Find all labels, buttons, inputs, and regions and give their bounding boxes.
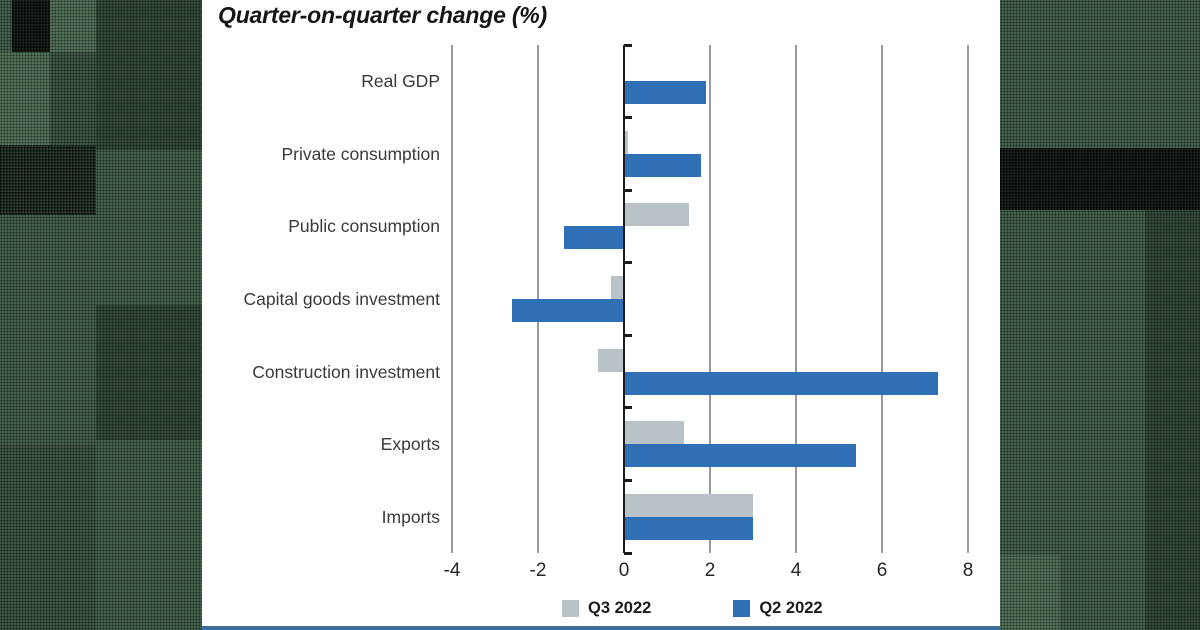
background-block: [0, 145, 96, 215]
bar-q2-2022: [512, 299, 624, 322]
background-block: [1000, 555, 1060, 630]
background-block: [0, 215, 96, 445]
category-label: Real GDP: [361, 71, 440, 92]
gridline: [451, 45, 453, 553]
category-label: Public consumption: [288, 216, 440, 237]
background-block: [50, 0, 96, 52]
gridline: [709, 45, 711, 553]
bar-q3-2022: [624, 130, 629, 154]
x-axis-tick-label: -4: [443, 560, 461, 581]
category-label: Imports: [381, 506, 440, 527]
background-block: [96, 150, 202, 305]
legend-swatch-q2-2022: [733, 600, 751, 617]
legend: Q3 2022 Q2 2022: [562, 599, 823, 618]
axis-tick: [624, 406, 632, 410]
chart-title: Quarter-on-quarter change (%): [218, 2, 548, 28]
axis-tick: [624, 43, 632, 47]
chart-panel: Quarter-on-quarter change (%) -4 -2 0 2 4 6 8 R…: [202, 0, 1000, 630]
bar-q3-2022: [624, 203, 689, 227]
background-block: [96, 440, 202, 630]
bar-q2-2022: [563, 226, 624, 250]
axis-tick: [624, 478, 632, 482]
bar-q3-2022: [611, 276, 624, 299]
legend-item-q2: Q2 2022: [733, 599, 823, 618]
category-label: Private consumption: [281, 143, 440, 164]
background-block: [1000, 148, 1200, 210]
bar-q2-2022: [624, 444, 857, 468]
axis-tick: [624, 188, 632, 192]
x-axis-tick-label: 4: [790, 560, 802, 581]
axis-tick: [624, 116, 632, 120]
legend-label-q2-2022: Q2 2022: [759, 599, 823, 617]
x-axis-tick-label: 6: [876, 560, 888, 581]
gridline: [795, 45, 797, 553]
bar-q3-2022: [598, 348, 624, 372]
background-block: [12, 0, 50, 52]
bar-q2-2022: [624, 516, 753, 540]
plot-area: -4 -2 0 2 4 6 8 Real GDP Private consumption Publ…: [202, 0, 1000, 630]
x-axis-tick-label: 8: [962, 560, 974, 581]
background-block: [96, 305, 202, 440]
bar-q2-2022: [624, 153, 702, 177]
bar-q2-2022: [624, 81, 706, 105]
background-block: [96, 0, 202, 150]
background-block: [1000, 0, 1200, 148]
legend-label-q3-2022: Q3 2022: [588, 599, 652, 617]
background-block: [0, 52, 50, 145]
bar-q3-2022: [624, 421, 685, 445]
x-axis-tick-label: 0: [618, 560, 630, 581]
legend-item-q3: Q3 2022: [562, 599, 651, 618]
axis-tick: [624, 261, 632, 265]
background-block: [50, 52, 96, 145]
axis-tick: [624, 333, 632, 337]
gridline: [967, 45, 969, 553]
legend-swatch-q3-2022: [562, 600, 579, 617]
category-label: Exports: [380, 434, 440, 455]
axis-tick: [624, 551, 632, 555]
bar-q2-2022: [624, 371, 938, 395]
background-block: [1145, 210, 1200, 630]
x-axis-tick-label: 2: [704, 560, 716, 581]
background-pattern-right: [1000, 0, 1200, 630]
background-block: [0, 445, 96, 630]
x-axis-tick-label: -2: [529, 560, 547, 581]
bar-q3-2022: [624, 493, 753, 517]
gridline: [881, 45, 883, 553]
bottom-accent-bar: [202, 626, 1000, 630]
category-label: Capital goods investment: [243, 289, 441, 309]
category-label: Construction investment: [252, 361, 440, 382]
zero-axis-line: [623, 45, 625, 553]
background-pattern-left: [0, 0, 202, 630]
